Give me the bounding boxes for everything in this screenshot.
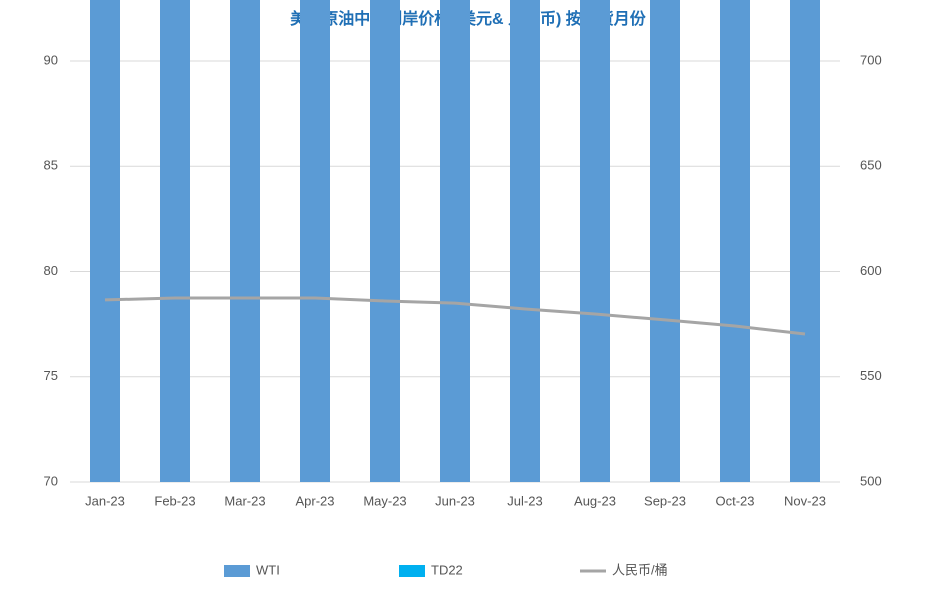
bar bbox=[230, 0, 260, 482]
x-tick-label: Oct-23 bbox=[715, 493, 754, 508]
y2-tick-label: 600 bbox=[860, 263, 882, 278]
bar bbox=[300, 0, 330, 482]
y2-tick-label: 550 bbox=[860, 368, 882, 383]
y-tick-label: 75 bbox=[44, 368, 58, 383]
legend-label: TD22 bbox=[431, 562, 463, 577]
y-tick-label: 80 bbox=[44, 263, 58, 278]
x-tick-label: Apr-23 bbox=[295, 493, 334, 508]
legend-label: 人民币/桶 bbox=[612, 562, 668, 577]
y2-tick-label: 700 bbox=[860, 52, 882, 67]
bar bbox=[720, 0, 750, 482]
y-tick-label: 90 bbox=[44, 52, 58, 67]
bar bbox=[160, 0, 190, 482]
x-tick-label: Jan-23 bbox=[85, 493, 125, 508]
y-tick-label: 85 bbox=[44, 158, 58, 173]
bar bbox=[90, 0, 120, 482]
x-tick-label: Aug-23 bbox=[574, 493, 616, 508]
x-tick-label: Nov-23 bbox=[784, 493, 826, 508]
x-tick-label: Jun-23 bbox=[435, 493, 475, 508]
bar bbox=[370, 0, 400, 482]
bar bbox=[790, 0, 820, 482]
bar bbox=[440, 0, 470, 482]
legend-swatch bbox=[399, 565, 425, 577]
bar bbox=[580, 0, 610, 482]
x-tick-label: Feb-23 bbox=[154, 493, 195, 508]
line bbox=[104, 296, 806, 336]
y2-tick-label: 650 bbox=[860, 158, 882, 173]
x-tick-label: Sep-23 bbox=[644, 493, 686, 508]
x-tick-label: May-23 bbox=[363, 493, 406, 508]
bar bbox=[650, 0, 680, 482]
legend-label: WTI bbox=[256, 562, 280, 577]
y2-tick-label: 500 bbox=[860, 473, 882, 488]
x-tick-label: Jul-23 bbox=[507, 493, 542, 508]
bar bbox=[510, 0, 540, 482]
y-tick-label: 70 bbox=[44, 473, 58, 488]
x-tick-label: Mar-23 bbox=[224, 493, 265, 508]
legend-swatch bbox=[224, 565, 250, 577]
